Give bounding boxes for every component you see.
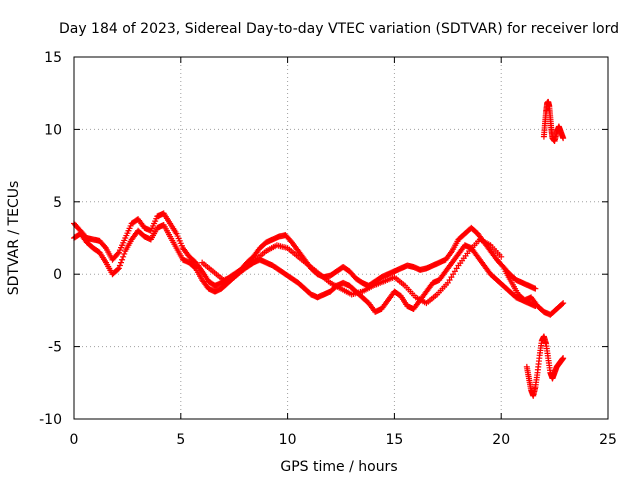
data-point [498,253,505,260]
data-point [119,256,126,263]
data-point [115,265,122,272]
data-point [116,262,123,269]
data-points [71,98,567,399]
x-tick-label: 10 [279,432,297,448]
y-tick-label: 0 [53,267,62,283]
data-point [114,250,121,257]
y-axis-label: SDTVAR / TECUs [6,181,22,296]
x-tick-label: 0 [70,432,79,448]
chart-title: Day 184 of 2023, Sidereal Day-to-day VTE… [59,21,619,37]
axis-ticks [73,56,609,420]
y-tick-label: 5 [53,195,62,211]
x-axis-label: GPS time / hours [280,459,397,475]
y-tick-label: -10 [39,412,62,428]
data-point [114,266,121,273]
data-point [101,243,108,250]
x-tick-label: 25 [599,432,617,448]
plot-frame [73,56,609,420]
data-point [560,135,567,142]
x-tick-label: 5 [176,432,185,448]
x-tick-label: 20 [492,432,510,448]
data-point [532,285,539,292]
y-tick-label: 15 [44,50,62,66]
data-point [560,300,567,307]
data-point [120,253,127,260]
data-point [121,250,128,257]
tick-labels: 0 5 10 15 20 25 -10 -5 0 5 10 15 [39,50,617,448]
data-point [559,301,566,308]
data-point [560,355,567,362]
x-tick-label: 15 [385,432,403,448]
data-point [117,259,124,266]
y-tick-label: 10 [44,122,62,138]
y-tick-label: -5 [48,340,62,356]
